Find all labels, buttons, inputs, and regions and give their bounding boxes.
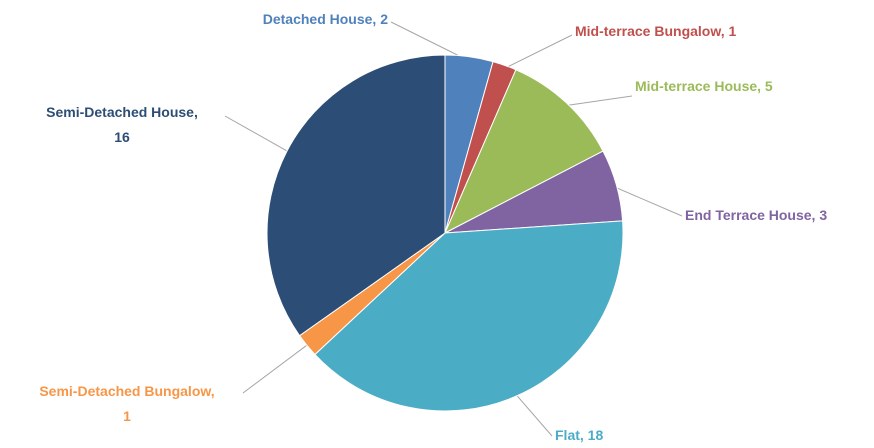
- data-label-line: Semi-Detached Bungalow,: [39, 383, 214, 399]
- leader-line: [242, 342, 311, 394]
- leader-line: [563, 95, 633, 107]
- data-label-line: Mid-terrace House, 5: [635, 78, 773, 94]
- leader-line: [224, 115, 291, 154]
- data-label-line: 1: [123, 408, 131, 424]
- leader-line: [390, 21, 469, 62]
- data-label: Flat, 18: [555, 427, 603, 443]
- pie-slice: [314, 220, 624, 412]
- data-label-line: 16: [114, 129, 130, 145]
- data-label-line: Detached House, 2: [263, 11, 388, 27]
- leader-line: [612, 185, 683, 217]
- data-label: Semi-Detached House, 16: [46, 104, 198, 145]
- data-label: Detached House, 2: [263, 11, 388, 27]
- pie-slice: [443, 69, 604, 235]
- data-label-line: Flat, 18: [555, 427, 603, 443]
- data-label: End Terrace House, 3: [685, 207, 827, 223]
- leader-line: [513, 392, 553, 437]
- data-label-line: End Terrace House, 3: [685, 207, 827, 223]
- data-label-line: Semi-Detached House,: [46, 104, 198, 120]
- pie-slice: [266, 54, 446, 337]
- data-label: Mid-terrace House, 5: [635, 78, 773, 94]
- leader-lines: [224, 21, 683, 437]
- data-label-line: Mid-terrace Bungalow, 1: [575, 23, 737, 39]
- data-label: Mid-terrace Bungalow, 1: [575, 23, 737, 39]
- data-label: Semi-Detached Bungalow, 1: [39, 383, 214, 424]
- leader-line: [503, 34, 573, 70]
